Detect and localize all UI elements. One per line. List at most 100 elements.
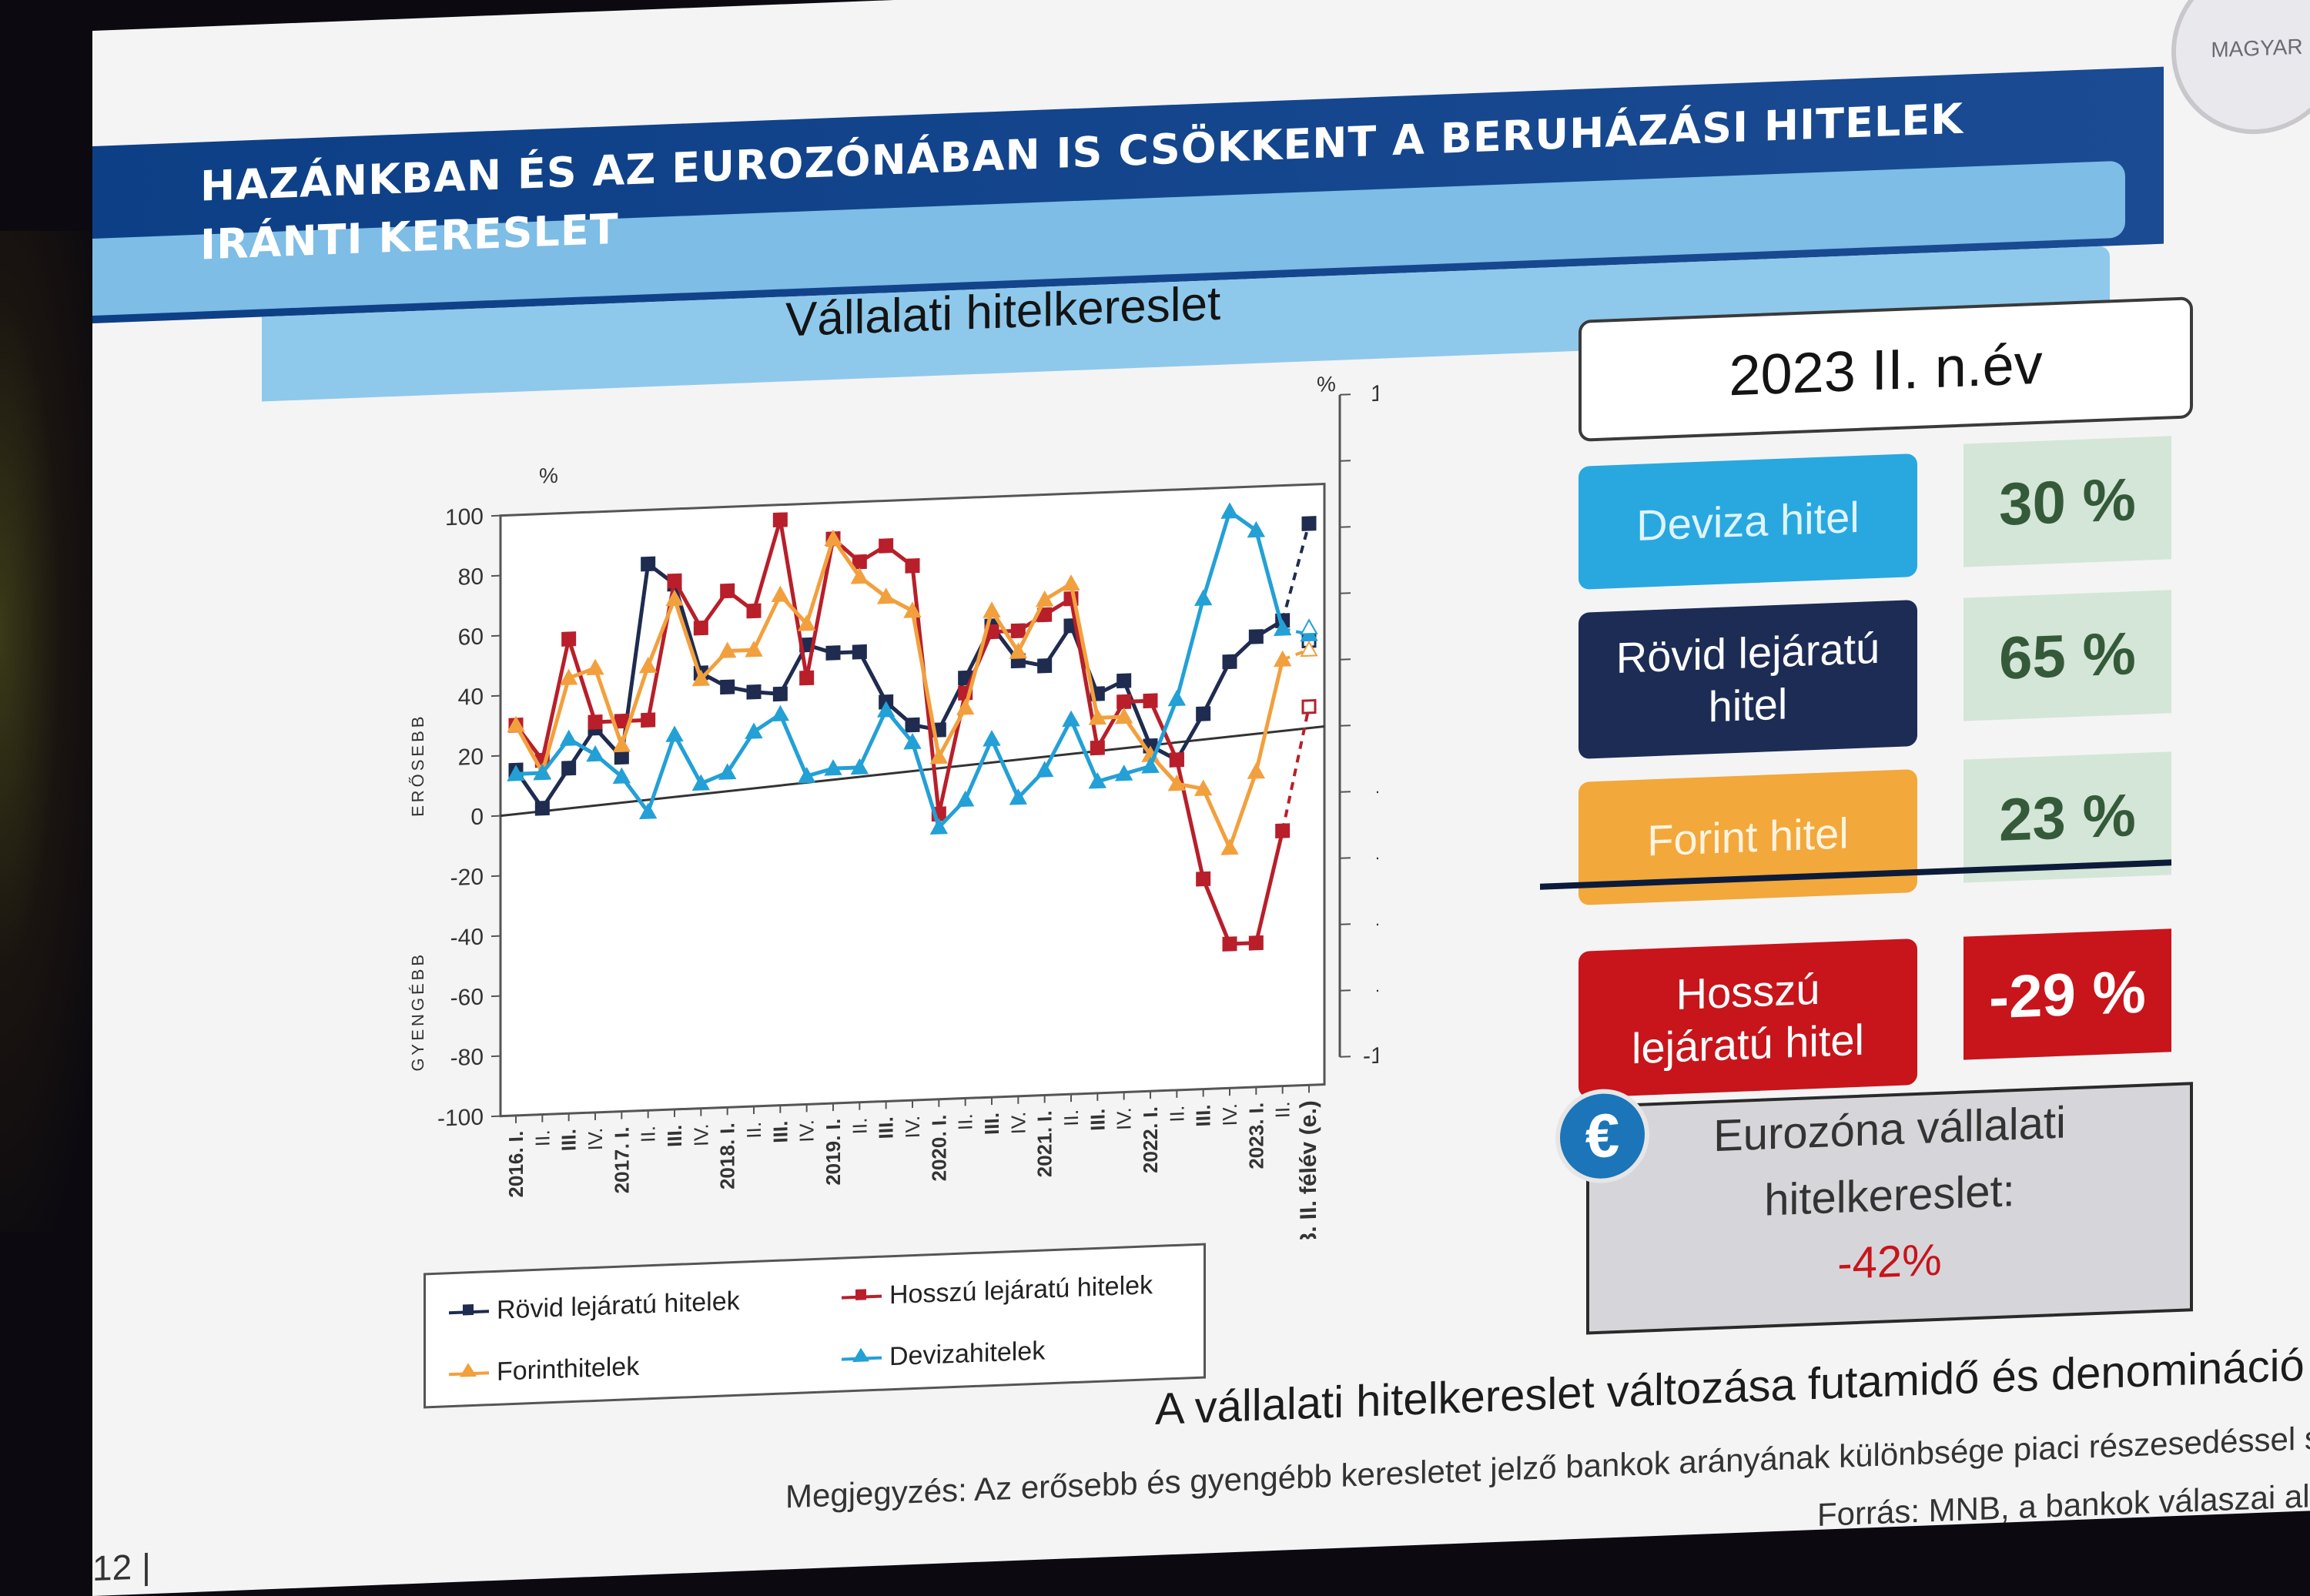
data-point	[1062, 574, 1080, 591]
data-point	[559, 729, 578, 747]
x-tick-label: 2023. I.	[1244, 1102, 1267, 1169]
x-tick-label: III.	[663, 1124, 686, 1147]
x-tick-label: 2023. II. félév (e.)	[1296, 1100, 1321, 1279]
x-tick-label: 2021. I.	[1033, 1110, 1056, 1178]
long-term-loan-value: -29 %	[1964, 928, 2171, 1060]
data-point	[905, 717, 920, 733]
x-tick-label: II.	[742, 1121, 765, 1139]
data-point	[638, 802, 658, 820]
data-point	[693, 620, 708, 636]
upper-axis-label: ERŐSEBB	[408, 713, 427, 817]
data-point	[667, 573, 682, 589]
data-point	[983, 730, 1001, 747]
data-point	[1273, 650, 1292, 668]
data-point	[691, 774, 711, 791]
chart-legend: Rövid lejáratú hitelek Hosszú lejáratú h…	[424, 1243, 1206, 1409]
right-tick	[1340, 460, 1351, 462]
legend-label: Rövid lejáratú hitelek	[497, 1286, 740, 1325]
data-point	[1143, 693, 1158, 709]
series-forecast-line-0	[1281, 523, 1311, 621]
data-point	[876, 587, 896, 604]
x-tick-label: 2020. I.	[927, 1114, 950, 1182]
data-point	[1062, 710, 1080, 728]
data-point	[929, 818, 949, 835]
pill-label-line2: hitel	[1708, 679, 1788, 731]
right-tick-label: -80	[1376, 975, 1378, 1002]
data-point	[561, 760, 577, 776]
left-tick-label: 20	[458, 744, 484, 770]
series-forecast-line-2	[1282, 647, 1310, 661]
long-term-loan-pill: Hosszú lejáratú hitel	[1578, 938, 1917, 1098]
legend-item-deviza: Devizahitelek	[842, 1336, 1045, 1373]
data-point	[612, 735, 631, 753]
left-tick-label: 80	[458, 564, 484, 590]
data-point	[1009, 788, 1028, 805]
bank-seal-logo: MAGYAR	[2171, 0, 2310, 138]
data-point	[797, 614, 816, 631]
background-glow	[0, 231, 108, 1232]
left-tick-label: -80	[450, 1044, 484, 1071]
data-point	[1300, 618, 1318, 635]
deviza-loan-pill: Deviza hitel	[1578, 453, 1917, 590]
data-point	[1247, 520, 1266, 538]
pill-label-line1: Rövid lejáratú	[1615, 623, 1880, 682]
data-point	[641, 556, 656, 572]
right-tick-label: -40	[1376, 843, 1378, 870]
legend-label: Forinthitelek	[497, 1351, 640, 1387]
data-point	[561, 631, 577, 647]
legend-item-short-term: Rövid lejáratú hitelek	[449, 1287, 740, 1328]
data-point	[824, 529, 842, 547]
data-point	[903, 733, 922, 750]
short-term-loan-pill: Rövid lejáratú hitel	[1578, 599, 1917, 759]
data-point	[614, 713, 629, 729]
legend-label: Hosszú lejáratú hitelek	[889, 1270, 1153, 1310]
right-tick	[1340, 724, 1351, 727]
data-point	[665, 725, 684, 742]
data-point	[1247, 762, 1266, 779]
pill-label-line2: lejáratú hitel	[1632, 1015, 1864, 1073]
x-tick-label: 2017. I.	[610, 1126, 633, 1194]
x-tick-label: III.	[980, 1113, 1003, 1136]
data-point	[1196, 706, 1211, 721]
data-point	[746, 603, 762, 619]
left-tick-label: -40	[450, 924, 484, 951]
data-point	[507, 715, 525, 733]
x-tick-label: II.	[1271, 1101, 1294, 1119]
data-point	[745, 722, 763, 739]
right-tick	[1340, 658, 1351, 661]
data-point	[1222, 654, 1237, 670]
x-tick-label: IV.	[1113, 1107, 1136, 1131]
data-point	[614, 749, 629, 765]
data-point	[1090, 740, 1105, 756]
right-tick	[1340, 791, 1351, 793]
x-tick-label: IV.	[1006, 1111, 1029, 1135]
data-point	[1301, 699, 1317, 714]
data-point	[1273, 619, 1292, 637]
data-point	[772, 512, 788, 528]
data-point	[1222, 936, 1237, 952]
data-point	[507, 765, 525, 781]
data-point	[850, 567, 869, 584]
line-chart: 100806040200-20-40-60-80-100100806040200…	[408, 372, 1378, 1279]
data-point	[720, 583, 735, 599]
left-tick-label: 100	[445, 504, 484, 530]
right-tick	[1340, 592, 1351, 594]
series-forecast-line-1	[1281, 706, 1311, 831]
x-tick-label: IV.	[1218, 1103, 1241, 1127]
data-point	[588, 714, 603, 730]
series-line-3	[516, 509, 1285, 830]
data-point	[1194, 779, 1213, 797]
data-point	[559, 668, 578, 686]
x-tick-label: III.	[768, 1120, 792, 1143]
deviza-loan-value: 30 %	[1964, 436, 2171, 567]
x-tick-label: IV.	[795, 1119, 819, 1143]
data-point	[1088, 771, 1107, 789]
data-point	[983, 601, 1001, 618]
data-point	[824, 759, 842, 776]
x-tick-label: II.	[1165, 1105, 1188, 1123]
x-tick-label: II.	[1060, 1109, 1083, 1127]
left-tick-label: -100	[437, 1104, 484, 1131]
right-tick-label: -60	[1376, 909, 1378, 936]
data-point	[1220, 838, 1239, 855]
x-tick-label: 2016. I.	[504, 1130, 527, 1198]
